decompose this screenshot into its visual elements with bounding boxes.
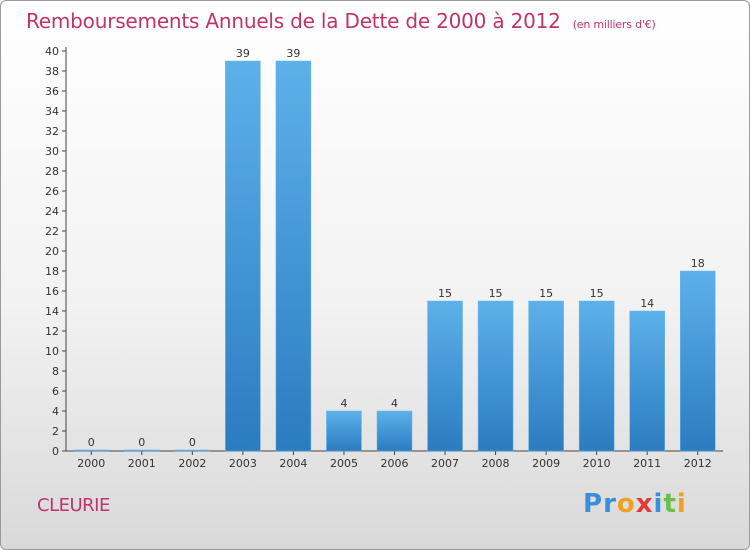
logo-letter: r [603,489,617,519]
logo-letter: x [635,489,654,519]
data-label-2001: 0 [138,436,145,449]
y-tick-label: 24 [45,205,59,218]
y-tick-label: 26 [45,185,59,198]
bars: 0 0 0 39 39 4 4 15 15 15 15 14 18 [73,47,716,452]
logo-letter: o [616,489,636,519]
data-label-2002: 0 [189,436,196,449]
y-tick-label: 12 [45,325,59,338]
y-tick-label: 28 [45,165,59,178]
axes: 0246810121416182022242628303234363840200… [45,45,723,470]
x-tick-label-2003: 2003 [229,457,257,470]
y-tick-label: 40 [45,45,59,58]
y-tick-label: 30 [45,145,59,158]
logo-letter: t [663,489,677,519]
data-label-2012: 18 [691,257,705,270]
bar-2000 [73,449,110,452]
bar-2002 [174,449,211,452]
logo-letter: i [676,489,687,519]
bar-2008 [477,300,514,452]
data-label-2004: 39 [286,47,300,60]
data-label-2009: 15 [539,287,553,300]
bar-2012 [679,270,716,452]
bar-2010 [578,300,615,452]
bar-2003 [225,60,261,452]
title-text: Remboursements Annuels de la Dette de 20… [26,9,561,33]
y-tick-label: 4 [52,405,59,418]
data-label-2006: 4 [391,397,398,410]
unit-note: (en milliers d'€) [572,18,656,31]
x-tick-label-2012: 2012 [684,457,712,470]
x-tick-label-2011: 2011 [633,457,661,470]
chart-title: Remboursements Annuels de la Dette de 20… [26,9,656,33]
y-tick-label: 6 [52,385,59,398]
x-tick-label-2006: 2006 [381,457,409,470]
data-label-2011: 14 [640,297,654,310]
y-tick-label: 38 [45,65,59,78]
x-tick-label-2007: 2007 [431,457,459,470]
y-tick-label: 34 [45,105,59,118]
bar-2009 [528,300,564,452]
y-tick-label: 0 [52,445,59,458]
bar-2004 [275,60,312,452]
data-label-2000: 0 [88,436,95,449]
x-tick-label-2010: 2010 [583,457,611,470]
x-tick-label-2004: 2004 [279,457,307,470]
x-tick-label-2009: 2009 [532,457,560,470]
data-label-2007: 15 [438,287,452,300]
y-tick-label: 20 [45,245,59,258]
y-tick-label: 14 [45,305,59,318]
bar-2005 [326,410,362,452]
data-label-2005: 4 [340,397,347,410]
y-tick-label: 22 [45,225,59,238]
y-tick-label: 2 [52,425,59,438]
y-tick-label: 32 [45,125,59,138]
logo-letter: P [583,489,604,519]
place-name: CLEURIE [37,495,110,516]
data-label-2008: 15 [489,287,503,300]
bar-2011 [629,310,665,452]
y-tick-label: 18 [45,265,59,278]
proxiti-logo: Proxiti [583,489,687,519]
data-label-2003: 39 [236,47,250,60]
x-tick-label-2001: 2001 [128,457,156,470]
bar-2007 [427,300,463,452]
y-tick-label: 16 [45,285,59,298]
bar-2006 [376,410,413,452]
x-tick-label-2008: 2008 [482,457,510,470]
x-tick-label-2005: 2005 [330,457,358,470]
data-label-2010: 15 [590,287,604,300]
x-tick-label-2000: 2000 [77,457,105,470]
logo-letter: i [653,489,664,519]
bar-2001 [124,449,160,452]
y-tick-label: 36 [45,85,59,98]
x-tick-label-2002: 2002 [178,457,206,470]
y-tick-label: 10 [45,345,59,358]
y-tick-label: 8 [52,365,59,378]
